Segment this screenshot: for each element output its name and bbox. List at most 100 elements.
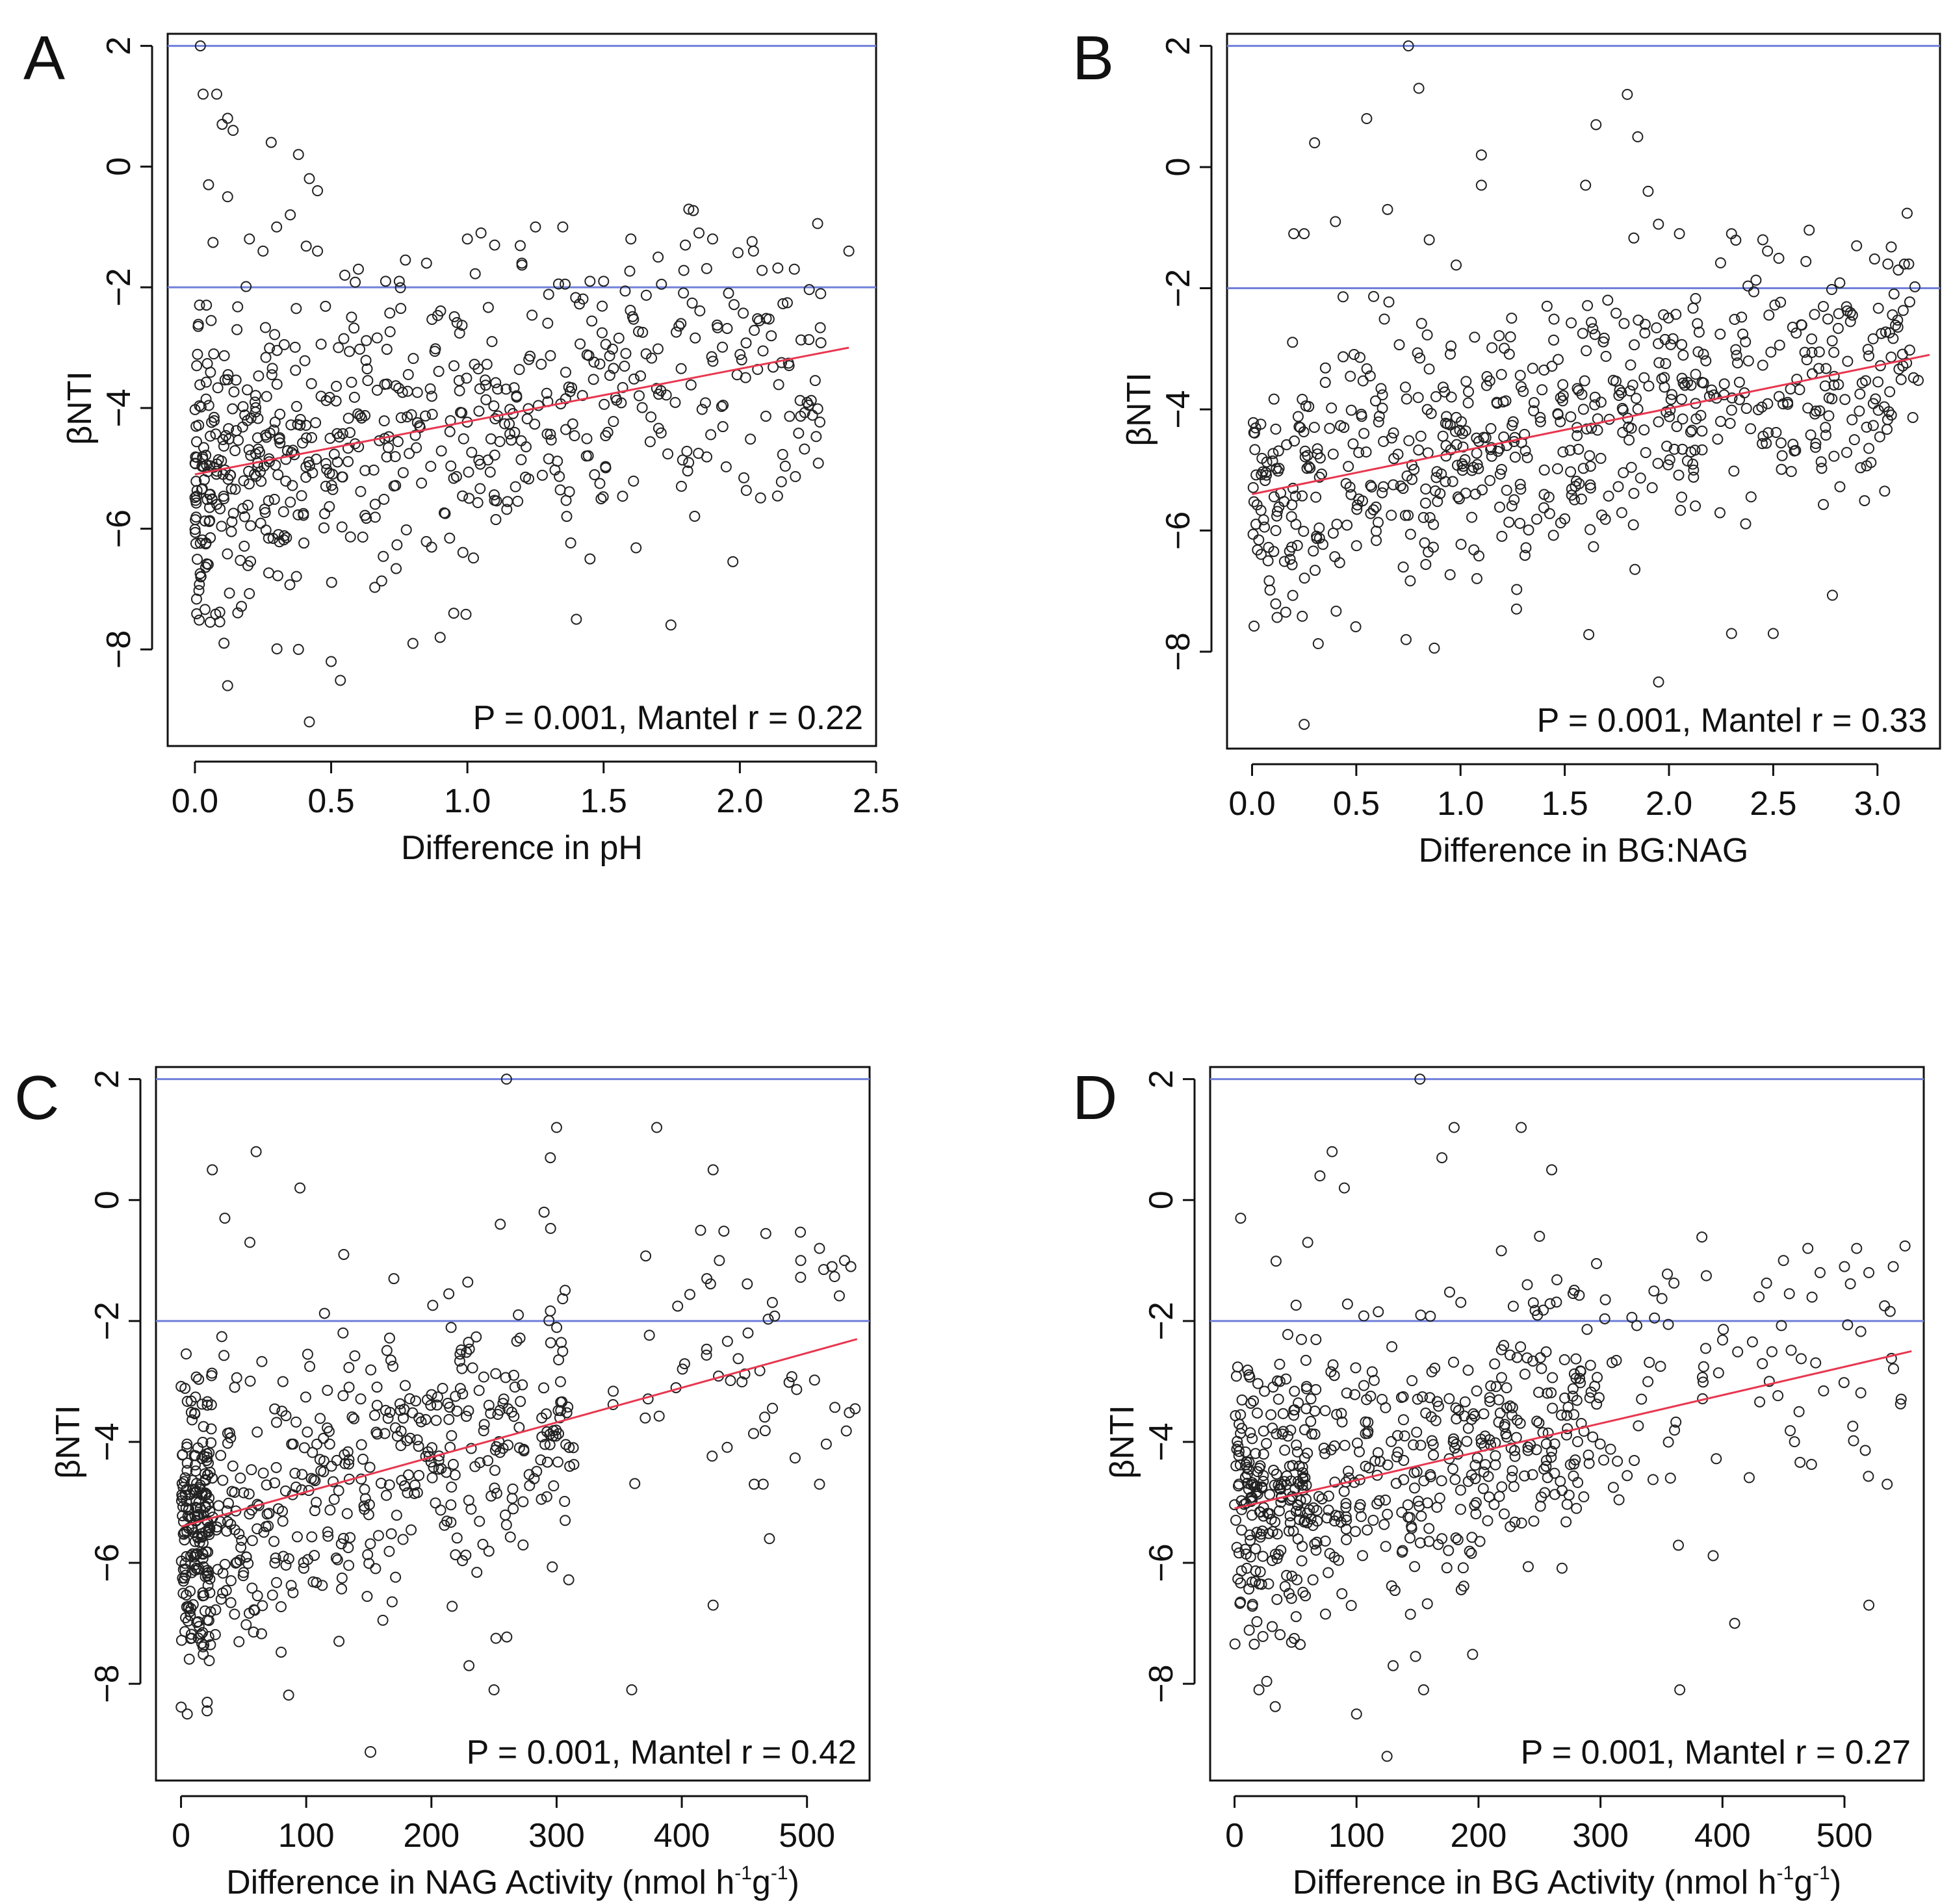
data-point xyxy=(394,282,406,294)
data-point xyxy=(617,491,628,502)
data-point xyxy=(1534,1231,1546,1242)
data-point xyxy=(1449,1442,1460,1454)
data-point xyxy=(1445,348,1456,360)
data-point xyxy=(397,467,409,478)
data-point xyxy=(740,337,752,349)
data-point xyxy=(1348,348,1360,360)
data-point xyxy=(212,1563,224,1575)
data-point xyxy=(1740,336,1752,348)
data-point xyxy=(809,375,821,387)
data-point xyxy=(463,1660,475,1671)
data-point xyxy=(221,1505,233,1517)
data-point xyxy=(1728,465,1740,477)
data-point xyxy=(485,433,497,444)
data-point xyxy=(1489,1358,1501,1370)
data-point xyxy=(264,342,276,354)
data-point xyxy=(1656,1293,1668,1304)
data-point xyxy=(512,495,524,507)
data-point xyxy=(1552,408,1564,420)
data-point xyxy=(1629,563,1641,575)
data-point xyxy=(445,460,457,472)
data-point xyxy=(445,1322,457,1333)
data-point xyxy=(557,1293,569,1305)
data-point xyxy=(185,1586,196,1597)
data-point xyxy=(1267,448,1279,459)
data-point xyxy=(683,203,695,215)
scatter-points xyxy=(175,1074,861,1720)
data-point xyxy=(1569,494,1581,506)
data-point xyxy=(1785,383,1796,395)
data-point xyxy=(706,351,718,363)
data-point xyxy=(746,236,758,248)
data-point xyxy=(1700,1270,1712,1281)
data-point xyxy=(1791,328,1802,339)
data-point xyxy=(190,1371,202,1383)
data-point xyxy=(1462,1365,1474,1376)
data-point xyxy=(257,1467,269,1479)
data-point xyxy=(1372,1447,1384,1459)
data-point xyxy=(1477,1483,1489,1495)
data-point xyxy=(384,326,396,337)
data-point xyxy=(285,496,296,508)
data-point xyxy=(1308,1502,1319,1513)
data-point xyxy=(1731,350,1742,361)
data-point xyxy=(814,1478,825,1490)
data-point xyxy=(302,1426,313,1438)
data-point xyxy=(397,1412,409,1424)
data-point xyxy=(1743,1472,1755,1484)
data-point xyxy=(1343,1465,1354,1477)
data-point xyxy=(628,313,640,325)
data-point xyxy=(1271,1593,1283,1605)
data-point xyxy=(1594,1438,1606,1450)
data-point xyxy=(545,1222,556,1234)
data-point xyxy=(229,1524,240,1536)
data-point xyxy=(1343,461,1354,472)
data-point xyxy=(1268,546,1280,558)
data-point xyxy=(812,457,824,469)
data-point xyxy=(1633,1420,1644,1432)
data-point xyxy=(1805,429,1817,441)
data-point xyxy=(1580,179,1592,191)
data-point xyxy=(1355,1511,1367,1523)
data-point xyxy=(745,433,757,445)
data-point xyxy=(1454,424,1466,436)
data-point xyxy=(1581,1324,1593,1335)
data-point xyxy=(224,469,236,481)
data-point xyxy=(361,335,372,346)
data-point xyxy=(302,1348,313,1360)
data-point xyxy=(203,179,214,190)
data-point xyxy=(434,632,446,643)
data-point xyxy=(1892,315,1904,326)
data-point xyxy=(1420,483,1432,495)
data-point xyxy=(1253,534,1265,546)
data-point xyxy=(508,1369,520,1381)
data-point xyxy=(541,1456,553,1468)
data-point xyxy=(298,1442,310,1454)
data-point xyxy=(1365,480,1377,491)
data-point xyxy=(1495,1372,1507,1383)
data-point xyxy=(338,333,350,344)
data-point xyxy=(328,1493,340,1505)
data-point xyxy=(1622,1470,1633,1482)
data-point xyxy=(1345,370,1356,382)
data-point xyxy=(1371,535,1382,547)
data-point xyxy=(1863,350,1874,362)
data-point xyxy=(1269,1701,1281,1712)
data-point xyxy=(1291,1439,1302,1451)
data-point xyxy=(1570,1353,1582,1365)
data-point xyxy=(1249,444,1261,456)
data-point xyxy=(393,276,405,287)
y-tick-label: −4 xyxy=(100,389,138,427)
data-point xyxy=(371,385,383,396)
data-point xyxy=(309,1550,320,1562)
data-point xyxy=(1887,1261,1899,1272)
data-point xyxy=(1639,327,1651,339)
data-point xyxy=(1307,1574,1319,1586)
data-point xyxy=(1250,469,1262,481)
data-point xyxy=(371,1428,383,1440)
data-point xyxy=(1274,1358,1286,1370)
data-point xyxy=(1770,427,1782,439)
data-point xyxy=(337,471,348,483)
data-point xyxy=(840,1425,852,1437)
data-point xyxy=(1422,447,1434,459)
